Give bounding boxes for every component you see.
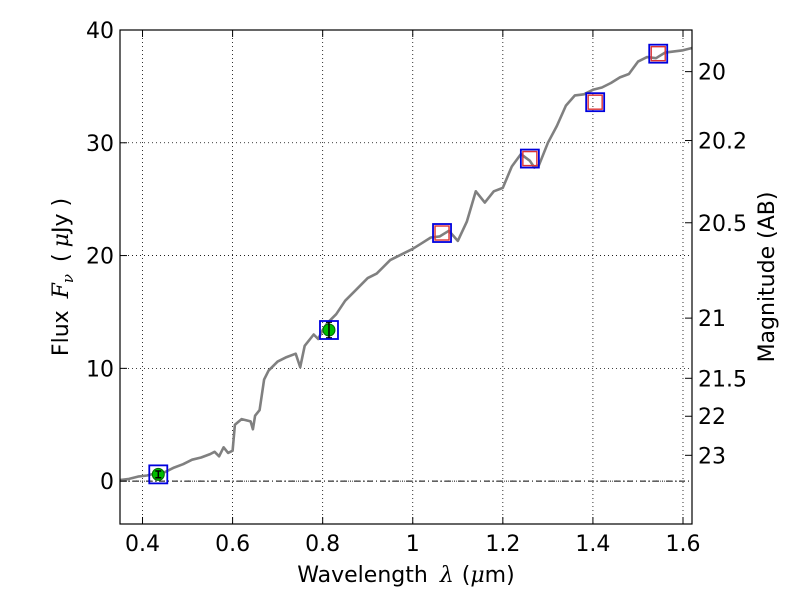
mag-tick-label: 20.2 xyxy=(698,130,747,155)
mag-tick-label: 21 xyxy=(698,307,726,332)
plot-frame xyxy=(119,29,693,525)
filter-box xyxy=(648,43,669,64)
y-tick-label: 20 xyxy=(86,245,114,270)
points-layer xyxy=(148,43,669,485)
y2-axis-label: Magnitude (AB) xyxy=(755,192,780,363)
mag-tick-label: 23 xyxy=(698,444,726,469)
y-tick-label: 10 xyxy=(86,357,114,382)
x-axis-label: Wavelength λ (μm) xyxy=(297,563,514,588)
model-point xyxy=(434,225,450,241)
mag-tick-label: 20 xyxy=(698,61,726,86)
filter-box xyxy=(432,223,452,243)
plot-background xyxy=(120,30,692,524)
y-tick-label: 0 xyxy=(100,470,114,495)
filter-box xyxy=(585,92,606,113)
mag-tick-label: 22 xyxy=(698,405,726,430)
filter-box xyxy=(519,148,540,169)
x-tick-label: 1 xyxy=(406,532,420,557)
spectrum-line xyxy=(119,46,693,482)
model-point xyxy=(522,150,538,167)
x-tick-label: 0.6 xyxy=(215,532,250,557)
x-tick-label: 1.2 xyxy=(485,532,520,557)
x-tick-label: 1.4 xyxy=(575,532,610,557)
y-tick-label: 30 xyxy=(86,132,114,157)
y-tick-label: 40 xyxy=(86,19,114,44)
model-point xyxy=(587,94,603,110)
series-layer xyxy=(119,46,693,482)
filter-box xyxy=(148,464,169,485)
model-point xyxy=(650,45,666,62)
axis-ticks: 0.4 0.6 0.8 1 1.2 1.4 1.6 0 10 20 30 40 20 20.2 20.5 21… xyxy=(86,19,747,557)
mag-tick-label: 21.5 xyxy=(698,367,747,392)
x-tick-label: 0.4 xyxy=(125,532,160,557)
y-axis-label: FluxFν(μJy ) xyxy=(49,198,77,356)
filter-box xyxy=(319,320,339,340)
mag-tick-label: 20.5 xyxy=(698,212,747,237)
x-tick-label: 0.8 xyxy=(305,532,340,557)
x-tick-label: 1.6 xyxy=(665,532,700,557)
